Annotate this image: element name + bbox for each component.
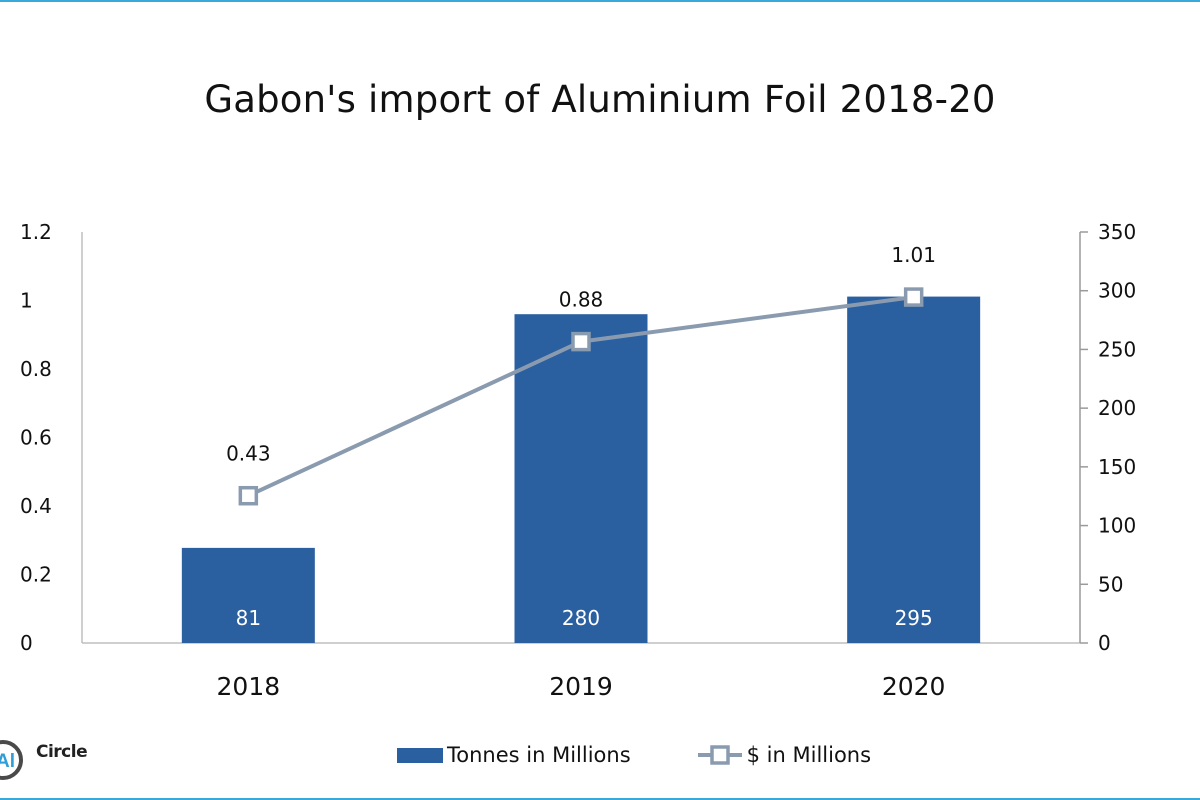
y-left-tick-label: 0 (20, 631, 33, 655)
y-right-tick-label: 150 (1098, 455, 1136, 479)
line-series (238, 287, 924, 506)
bar-value-label: 81 (236, 606, 261, 630)
line-point-2019 (571, 331, 591, 352)
y-right-tick-label: 350 (1098, 220, 1136, 244)
y-left-tick-label: 1.2 (20, 220, 52, 244)
logo-mark: Al (0, 751, 15, 772)
x-tick-label: 2020 (882, 672, 946, 701)
bar-value-label: 280 (562, 606, 600, 630)
bar-value-label: 295 (895, 606, 933, 630)
bar-2020 (847, 296, 981, 643)
y-left-tick-label: 0.4 (20, 494, 52, 518)
bar-2019 (514, 314, 648, 643)
y-right-tick-label: 100 (1098, 514, 1136, 538)
bar-2018 (181, 547, 315, 643)
y-left-tick-label: 0.8 (20, 357, 52, 381)
legend-item-tonnes: Tonnes in Millions (397, 743, 631, 767)
x-tick-label: 2019 (549, 672, 613, 701)
legend-item-dollars: $ in Millions (697, 743, 871, 767)
bar-series (181, 296, 981, 643)
y-right-tick-label: 250 (1098, 337, 1136, 361)
y-left-tick-label: 1 (20, 289, 33, 313)
y-right-tick-label: 50 (1098, 572, 1123, 596)
line-point-2018 (238, 485, 259, 506)
y-right-tick-label: 200 (1098, 396, 1136, 420)
chart-legend: Tonnes in Millions $ in Millions (397, 743, 871, 767)
x-tick-label: 2018 (217, 672, 281, 701)
y-right-tick-label: 300 (1098, 279, 1136, 303)
y-left-tick-label: 0.6 (20, 426, 52, 450)
y-right-tick-label: 0 (1098, 631, 1111, 655)
legend-label-tonnes: Tonnes in Millions (447, 743, 631, 767)
logo-text: Circle (36, 742, 88, 762)
chart-title: Gabon's import of Aluminium Foil 2018-20 (204, 78, 996, 121)
line-point-2020 (903, 287, 924, 307)
legend-bar-swatch-icon (397, 747, 443, 763)
line-value-label: 1.01 (891, 243, 936, 267)
line-value-label: 0.43 (226, 442, 271, 466)
logo-icon: Al (0, 740, 23, 780)
y-left-tick-label: 0.2 (20, 563, 52, 587)
data-labels: 81 280 295 0.43 0.88 1.01 (226, 243, 936, 630)
line-value-label: 0.88 (559, 288, 604, 312)
legend-line-swatch-icon (697, 745, 742, 765)
legend-label-dollars: $ in Millions (746, 743, 872, 767)
